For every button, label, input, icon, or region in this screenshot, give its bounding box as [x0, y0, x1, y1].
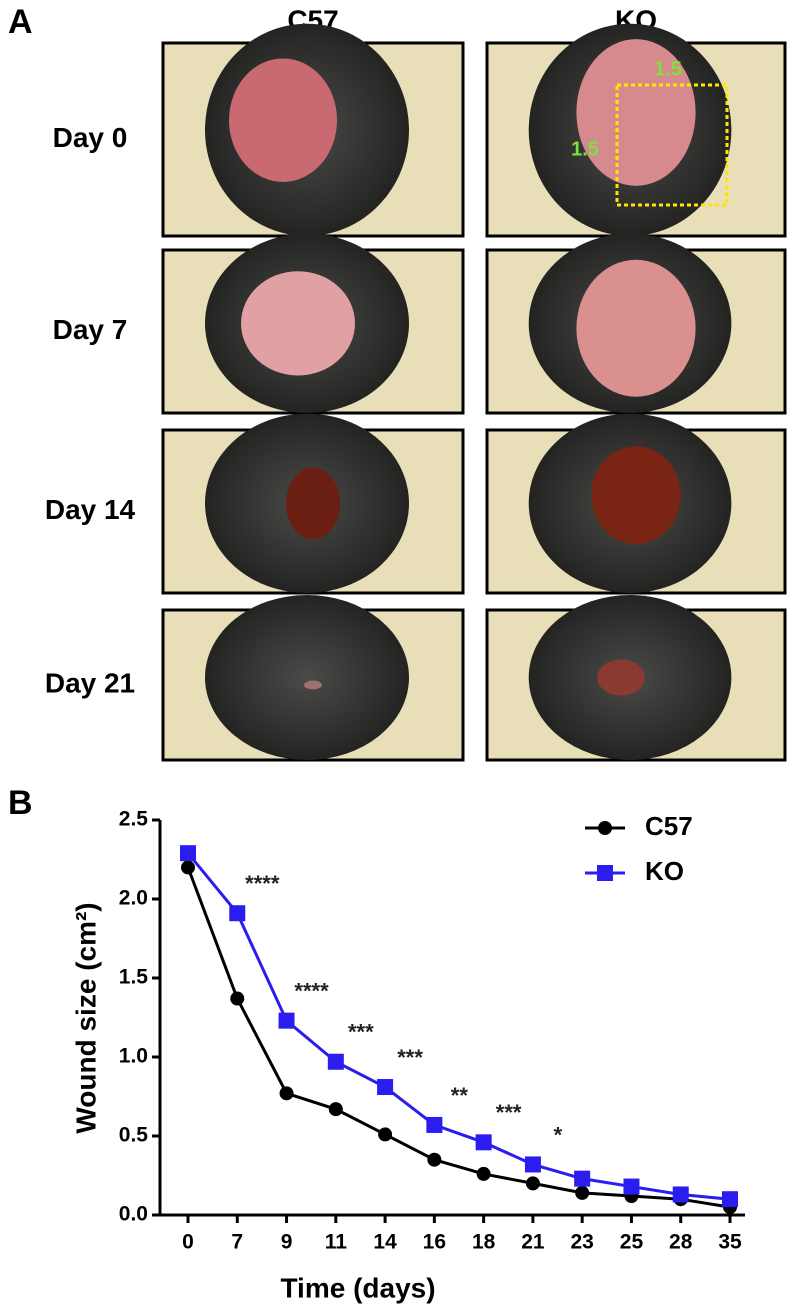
point [278, 1012, 295, 1029]
point [722, 1191, 738, 1208]
photo-grid: Day 0 Day 7 Day 14 Day 21 1.5 1.5 [45, 23, 787, 762]
significance: *** [397, 1045, 423, 1070]
point [327, 1053, 344, 1070]
point [524, 1156, 541, 1173]
legend-label: C57 [645, 811, 693, 841]
y-tick-label: 0.5 [119, 1124, 149, 1147]
scale-label: 1.5 [571, 138, 599, 160]
significance: *** [348, 1020, 374, 1045]
chart: Time (days) Wound size (cm²) 0.0 0.5 1.0 1.… [70, 808, 745, 1303]
x-tick-label: 35 [718, 1231, 742, 1254]
x-tick-label: 14 [373, 1231, 397, 1254]
point [525, 1176, 540, 1191]
point [597, 865, 613, 881]
point [672, 1186, 689, 1203]
x-tick-label: 7 [231, 1231, 243, 1254]
x-tick-label: 23 [571, 1231, 594, 1254]
panel-label: A [8, 3, 33, 41]
point [476, 1166, 491, 1181]
legend-label: KO [645, 856, 684, 886]
photo-wound [241, 271, 355, 376]
point [598, 821, 612, 835]
x-tick-label: 18 [472, 1231, 496, 1254]
point [575, 1185, 590, 1200]
x-tick-label: 16 [423, 1231, 446, 1254]
series-line [186, 866, 731, 1209]
point [230, 991, 245, 1006]
y-tick-label: 2.5 [119, 808, 149, 831]
significance: **** [245, 871, 280, 896]
x-tick-label: 21 [521, 1231, 545, 1254]
photo-wound [597, 659, 645, 696]
photo-wound [576, 39, 696, 186]
x-tick-label: 11 [325, 1231, 348, 1254]
row-label: Day 21 [45, 667, 135, 698]
x-tick-label: 28 [669, 1231, 693, 1254]
point [180, 845, 196, 862]
point [623, 1178, 640, 1195]
row-label: Day 14 [45, 494, 136, 525]
x-axis-title: Time (days) [280, 1272, 435, 1303]
point [427, 1152, 442, 1167]
x-tick-label: 9 [281, 1231, 293, 1254]
y-tick-label: 2.0 [119, 887, 148, 910]
scale-label: 1.5 [654, 58, 682, 80]
y-tick-label: 1.0 [119, 1045, 148, 1068]
significance: ** [451, 1083, 469, 1108]
point [328, 1102, 343, 1117]
photo-wound [591, 446, 681, 545]
x-tick-label: 0 [182, 1231, 194, 1254]
point [229, 905, 246, 922]
point [574, 1170, 591, 1187]
significance: **** [294, 978, 329, 1003]
point [377, 1079, 394, 1096]
point [426, 1116, 443, 1133]
point [181, 860, 195, 875]
point [279, 1086, 294, 1101]
panel-label: B [8, 784, 33, 822]
photo-wound [229, 58, 337, 182]
y-tick-label: 1.5 [119, 966, 149, 989]
significance: *** [496, 1100, 522, 1125]
x-tick-label: 25 [620, 1231, 644, 1254]
photo-mouse [205, 595, 409, 760]
series-line [186, 852, 731, 1201]
scale-box [615, 83, 729, 207]
y-axis-title: Wound size (cm²) [70, 902, 101, 1133]
photo-wound [286, 467, 340, 540]
point [475, 1134, 492, 1151]
point [378, 1127, 393, 1142]
row-label: Day 0 [53, 122, 128, 153]
significance: * [554, 1122, 563, 1147]
row-label: Day 7 [53, 314, 128, 345]
y-tick-label: 0.0 [119, 1203, 148, 1226]
photo-wound [304, 680, 322, 690]
photo-wound [576, 259, 696, 397]
